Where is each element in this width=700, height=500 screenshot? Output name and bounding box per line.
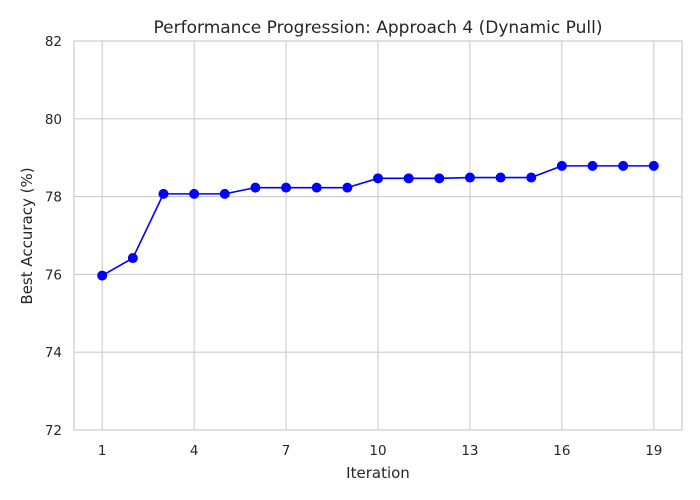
x-tick-label: 16 — [553, 443, 570, 459]
data-point — [158, 188, 169, 199]
y-tick-label: 80 — [45, 112, 62, 128]
data-point — [648, 160, 659, 171]
x-axis-label: Iteration — [346, 464, 410, 482]
x-tick-label: 1 — [98, 443, 107, 459]
y-axis-ticks: 72 74 76 78 80 82 — [45, 34, 62, 439]
data-point — [556, 160, 567, 171]
data-point — [281, 182, 292, 193]
y-axis-label: Best Accuracy (%) — [18, 167, 36, 304]
chart-title: Performance Progression: Approach 4 (Dyn… — [154, 18, 603, 38]
y-tick-label: 72 — [45, 423, 62, 439]
y-tick-label: 76 — [45, 267, 62, 283]
x-tick-label: 4 — [190, 443, 199, 459]
data-point — [618, 160, 629, 171]
data-series — [97, 160, 659, 281]
y-tick-label: 82 — [45, 34, 62, 50]
x-tick-label: 10 — [369, 443, 386, 459]
plot-area-frame — [73, 40, 683, 431]
data-point — [342, 182, 353, 193]
data-point — [311, 182, 322, 193]
y-tick-label: 74 — [45, 345, 62, 361]
data-point — [189, 188, 200, 199]
data-point — [403, 173, 414, 184]
y-tick-label: 78 — [45, 190, 62, 206]
data-point — [587, 160, 598, 171]
data-point — [434, 173, 445, 184]
data-point — [219, 188, 230, 199]
data-point — [250, 182, 261, 193]
data-point — [464, 172, 475, 183]
x-axis-ticks: 1 4 7 10 13 16 19 — [98, 443, 663, 459]
x-tick-label: 19 — [645, 443, 662, 459]
data-point — [495, 172, 506, 183]
data-point — [127, 253, 138, 264]
x-tick-label: 7 — [282, 443, 291, 459]
data-point — [373, 173, 383, 184]
x-tick-label: 13 — [461, 443, 478, 459]
data-point — [97, 270, 108, 281]
data-point — [526, 172, 537, 183]
